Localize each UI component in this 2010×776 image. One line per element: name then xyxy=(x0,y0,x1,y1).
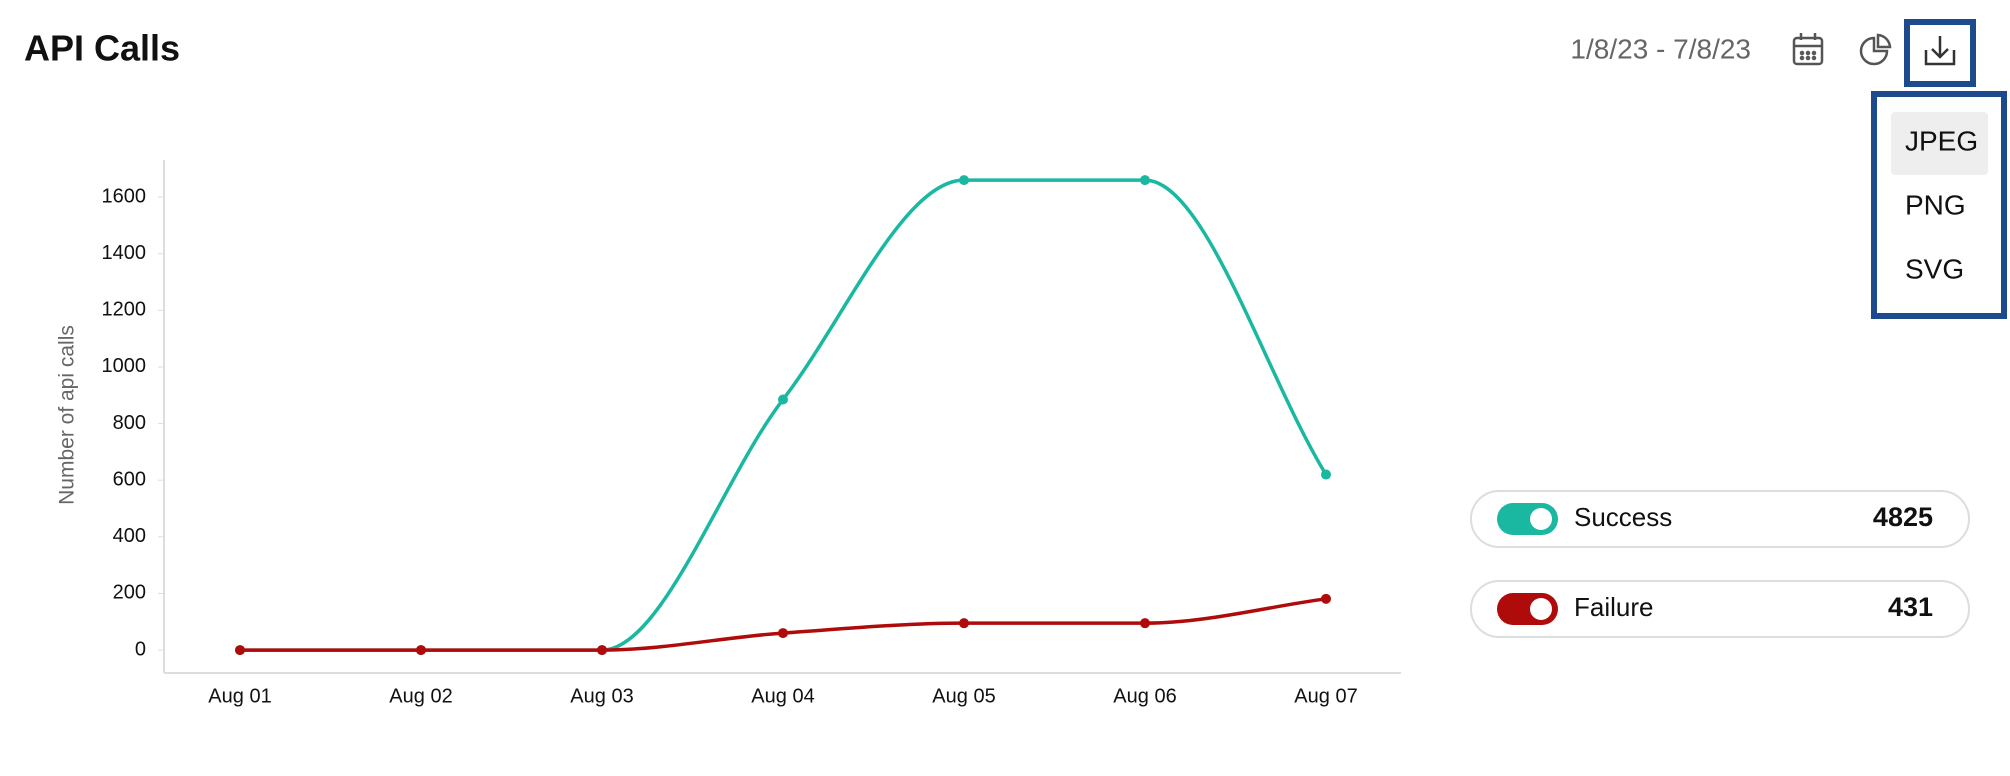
y-tick-label: 600 xyxy=(113,468,146,490)
toggle-knob xyxy=(1530,508,1552,530)
point xyxy=(1140,618,1150,629)
y-tick-label: 1200 xyxy=(102,299,147,321)
x-tick-label: Aug 07 xyxy=(1294,685,1357,707)
y-tick-label: 200 xyxy=(113,582,146,604)
legend-pill xyxy=(1470,490,1970,548)
point xyxy=(1321,469,1331,480)
menu-item[interactable]: SVG xyxy=(1905,253,1964,284)
legend-pill xyxy=(1470,580,1970,638)
x-tick-label: Aug 06 xyxy=(1113,685,1176,707)
y-tick-label: 800 xyxy=(113,412,146,434)
menu-highlight xyxy=(1891,112,1988,175)
y-tick-label: 1600 xyxy=(102,185,147,207)
legend-total: 4825 xyxy=(1873,502,1933,532)
x-tick-label: Aug 05 xyxy=(932,685,995,707)
y-tick-label: 1400 xyxy=(102,242,147,264)
x-tick-label: Aug 03 xyxy=(570,685,633,707)
calendar-icon[interactable] xyxy=(1792,33,1824,66)
toggle-knob xyxy=(1530,598,1552,620)
point xyxy=(778,394,788,405)
date-range[interactable]: 1/8/23 - 7/8/23 xyxy=(1570,33,1751,64)
legend-total: 431 xyxy=(1888,592,1933,622)
point xyxy=(1140,175,1150,186)
page-title: API Calls xyxy=(24,28,180,69)
y-tick-label: 400 xyxy=(113,525,146,547)
legend-name: Failure xyxy=(1574,592,1653,622)
y-axis-label: Number of api calls xyxy=(56,325,79,505)
y-tick-label: 1000 xyxy=(102,355,147,377)
legend-name: Success xyxy=(1574,502,1672,532)
x-tick-label: Aug 04 xyxy=(751,685,814,707)
point xyxy=(959,175,969,186)
point xyxy=(235,645,245,656)
point xyxy=(959,618,969,629)
y-tick-label: 0 xyxy=(135,638,146,660)
x-tick-label: Aug 01 xyxy=(208,685,271,707)
x-tick-label: Aug 02 xyxy=(389,685,452,707)
menu-item[interactable]: PNG xyxy=(1905,189,1966,220)
chart-type-icon[interactable] xyxy=(1859,33,1892,66)
download-icon xyxy=(1924,36,1956,66)
menu-item[interactable]: JPEG xyxy=(1905,125,1978,156)
point xyxy=(778,628,788,639)
series-line xyxy=(240,597,1327,652)
point xyxy=(1321,593,1331,604)
point xyxy=(416,645,426,656)
point xyxy=(597,645,607,656)
series-line xyxy=(240,178,1328,652)
